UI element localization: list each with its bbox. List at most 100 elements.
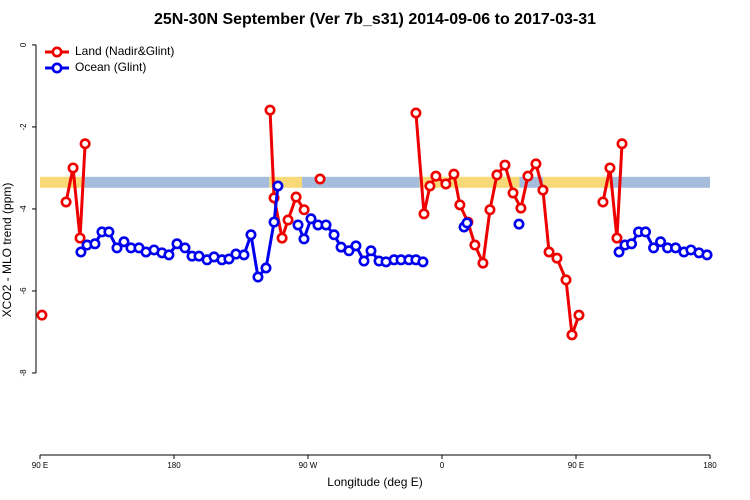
data-point xyxy=(163,249,175,261)
data-point xyxy=(670,242,682,254)
data-point xyxy=(513,218,525,230)
data-point xyxy=(461,217,473,229)
x-axis-label: Longitude (deg E) xyxy=(327,475,422,489)
data-point xyxy=(276,232,288,244)
data-point xyxy=(245,229,257,241)
data-point xyxy=(410,107,422,119)
data-point xyxy=(530,158,542,170)
data-point xyxy=(314,173,326,185)
data-point xyxy=(701,249,713,261)
data-point xyxy=(298,233,310,245)
data-point xyxy=(320,219,332,231)
data-point xyxy=(358,255,370,267)
data-point xyxy=(89,238,101,250)
data-point xyxy=(171,238,183,250)
data-point xyxy=(36,309,48,321)
data-point xyxy=(223,253,235,265)
data-point xyxy=(604,162,616,174)
data-point xyxy=(260,262,272,274)
data-point xyxy=(418,208,430,220)
data-point xyxy=(566,329,578,341)
data-point xyxy=(448,168,460,180)
data-point xyxy=(298,204,310,216)
y-tick-label: -8 xyxy=(19,369,28,377)
y-tick-label: -4 xyxy=(19,205,28,213)
reference-band xyxy=(302,176,420,188)
reference-band xyxy=(543,176,611,188)
data-point xyxy=(626,238,638,250)
data-point xyxy=(477,257,489,269)
data-point xyxy=(440,178,452,190)
series-line xyxy=(414,112,581,337)
x-tick-label: 180 xyxy=(167,461,181,470)
series-line xyxy=(64,143,87,240)
chart-title: 25N-30N September (Ver 7b_s31) 2014-09-0… xyxy=(154,11,596,28)
data-point xyxy=(507,187,519,199)
data-point xyxy=(268,216,280,228)
reference-band xyxy=(84,176,270,188)
data-point xyxy=(179,242,191,254)
data-point xyxy=(616,138,628,150)
data-point xyxy=(238,249,250,261)
x-tick-label: 180 xyxy=(703,461,717,470)
data-point xyxy=(343,245,355,257)
legend-label: Land (Nadir&Glint) xyxy=(75,44,174,58)
data-point xyxy=(350,240,362,252)
data-point xyxy=(515,202,527,214)
y-tick-label: -2 xyxy=(19,123,28,131)
data-point xyxy=(424,180,436,192)
y-tick-label: 0 xyxy=(19,42,28,47)
data-point xyxy=(454,199,466,211)
data-point xyxy=(469,239,481,251)
x-tick-label: 90 W xyxy=(299,461,318,470)
reference-band xyxy=(419,176,520,188)
data-point xyxy=(613,246,625,258)
data-point xyxy=(79,138,91,150)
data-point xyxy=(292,219,304,231)
data-point xyxy=(560,274,572,286)
data-point xyxy=(365,245,377,257)
data-point xyxy=(551,252,563,264)
data-point xyxy=(60,196,72,208)
data-point xyxy=(103,226,115,238)
reference-band xyxy=(40,176,85,188)
data-point xyxy=(537,184,549,196)
data-point xyxy=(491,169,503,181)
x-tick-label: 90 E xyxy=(568,461,584,470)
data-point xyxy=(522,170,534,182)
series-line xyxy=(601,143,624,240)
reference-band xyxy=(610,176,710,188)
data-point xyxy=(597,196,609,208)
data-point xyxy=(640,226,652,238)
data-point xyxy=(272,180,284,192)
data-point xyxy=(118,236,130,248)
x-tick-label: 0 xyxy=(440,461,445,470)
data-point xyxy=(111,242,123,254)
data-point xyxy=(328,229,340,241)
data-point xyxy=(282,214,294,226)
data-point xyxy=(655,236,667,248)
legend-marker xyxy=(51,62,63,74)
data-point xyxy=(74,232,86,244)
data-point xyxy=(252,271,264,283)
data-point xyxy=(484,204,496,216)
data-point xyxy=(573,309,585,321)
data-point xyxy=(430,170,442,182)
legend-marker xyxy=(51,46,63,58)
data-point xyxy=(67,162,79,174)
data-point xyxy=(648,242,660,254)
y-tick-label: -6 xyxy=(19,287,28,295)
legend-label: Ocean (Glint) xyxy=(75,60,146,74)
data-point xyxy=(499,159,511,171)
reference-band xyxy=(519,176,544,188)
data-point xyxy=(305,213,317,225)
data-point xyxy=(611,232,623,244)
data-point xyxy=(290,191,302,203)
x-tick-label: 90 E xyxy=(32,461,48,470)
data-point xyxy=(417,256,429,268)
reference-band xyxy=(269,176,303,188)
data-point xyxy=(264,104,276,116)
data-point xyxy=(75,246,87,258)
y-axis-label: XCO2 - MLO trend (ppm) xyxy=(0,183,14,318)
